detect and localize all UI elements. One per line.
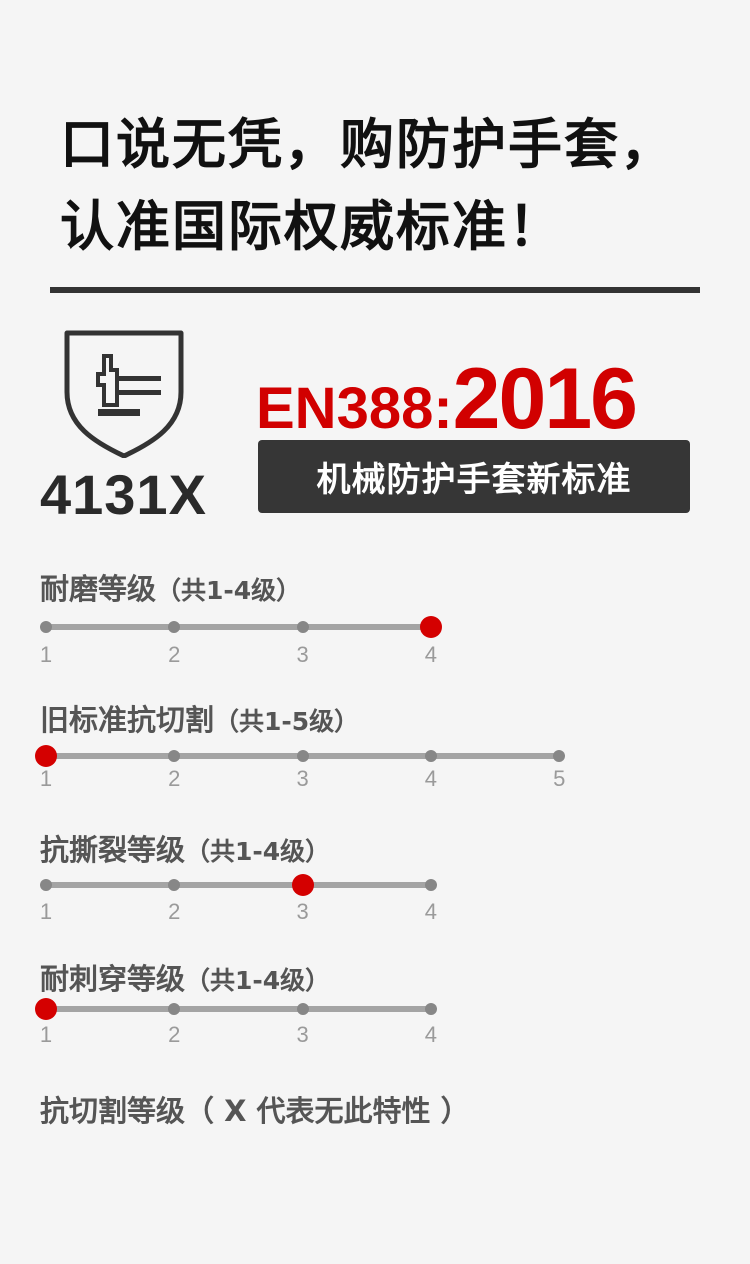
rating-title: 耐磨等级（共1-4级）: [40, 566, 301, 608]
rating-step-dot: [168, 879, 181, 891]
rating-tick-label: 3: [296, 899, 309, 924]
rating-tick-label: 4: [424, 766, 438, 791]
rating-step-dot: [296, 1003, 309, 1015]
rating-tick-label: 1: [39, 766, 53, 791]
rating-step-dot: [40, 621, 52, 633]
rating-tick-label: 3: [296, 766, 309, 791]
rating-step-dot: [424, 750, 437, 762]
rating-tick-label: 4: [424, 899, 438, 924]
shield-hammer-glove-icon: [64, 330, 184, 458]
rating-selected-marker: [419, 616, 442, 638]
rating-range: （共1-4级）: [156, 576, 302, 605]
rating-selected-marker: [35, 745, 57, 767]
rating-step-dot: [424, 879, 437, 891]
rating-tick-label: 5: [553, 766, 566, 791]
rating-step-dot: [296, 750, 309, 762]
rating-label: 旧标准抗切割: [40, 703, 215, 737]
headline-line-2: 认准国际权威标准！: [60, 195, 564, 258]
rating-track: [46, 624, 431, 630]
rating-step-dot: [168, 750, 181, 762]
rating-step-dot: [168, 1003, 181, 1015]
headline-line-1: 口说无凭，购防护手套，: [60, 113, 676, 176]
standard-subtitle: 机械防护手套新标准: [258, 440, 690, 513]
rating-step-dot: [296, 621, 309, 633]
rating-step-dot: [40, 879, 52, 891]
rating-title: 耐刺穿等级（共1-4级）: [40, 956, 330, 998]
rating-tick-label: 1: [39, 642, 53, 667]
rating-title: 旧标准抗切割（共1-5级）: [40, 697, 359, 739]
rating-track: [46, 1006, 431, 1012]
rating-tick-label: 2: [168, 1022, 181, 1047]
rating-selected-marker: [35, 998, 57, 1020]
rating-tick-label: 4: [424, 1022, 438, 1047]
rating-track: [46, 882, 431, 888]
rating-label: 耐磨等级: [40, 572, 157, 606]
rating-title: 抗撕裂等级（共1-4级）: [40, 827, 330, 869]
rating-step-dot: [424, 1003, 437, 1015]
rating-range: （共1-4级）: [185, 966, 331, 995]
rating-selected-marker: [291, 874, 314, 896]
rating-step-dot: [168, 621, 181, 633]
rating-tick-label: 2: [168, 642, 181, 667]
rating-range: （共1-4级）: [185, 837, 331, 866]
rating-tick-label: 2: [168, 766, 181, 791]
rating-tick-label: 3: [296, 1022, 309, 1047]
rating-step-dot: [553, 750, 566, 762]
standard-title: EN388:2016: [256, 350, 638, 449]
cut-rating-note: 抗切割等级（ X 代表无此特性 ）: [40, 1094, 470, 1128]
rating-tick-label: 1: [39, 1022, 53, 1047]
standard-prefix: EN388:: [256, 376, 453, 441]
divider: [50, 287, 700, 293]
rating-tick-label: 3: [296, 642, 309, 667]
rating-tick-label: 4: [424, 642, 438, 667]
rating-code: 4131X: [40, 463, 207, 526]
rating-tick-label: 1: [39, 899, 53, 924]
rating-label: 耐刺穿等级: [40, 962, 186, 996]
rating-label: 抗撕裂等级: [40, 833, 186, 867]
rating-range: （共1-5级）: [214, 707, 360, 736]
rating-tick-label: 2: [168, 899, 181, 924]
standard-year: 2016: [452, 351, 638, 447]
